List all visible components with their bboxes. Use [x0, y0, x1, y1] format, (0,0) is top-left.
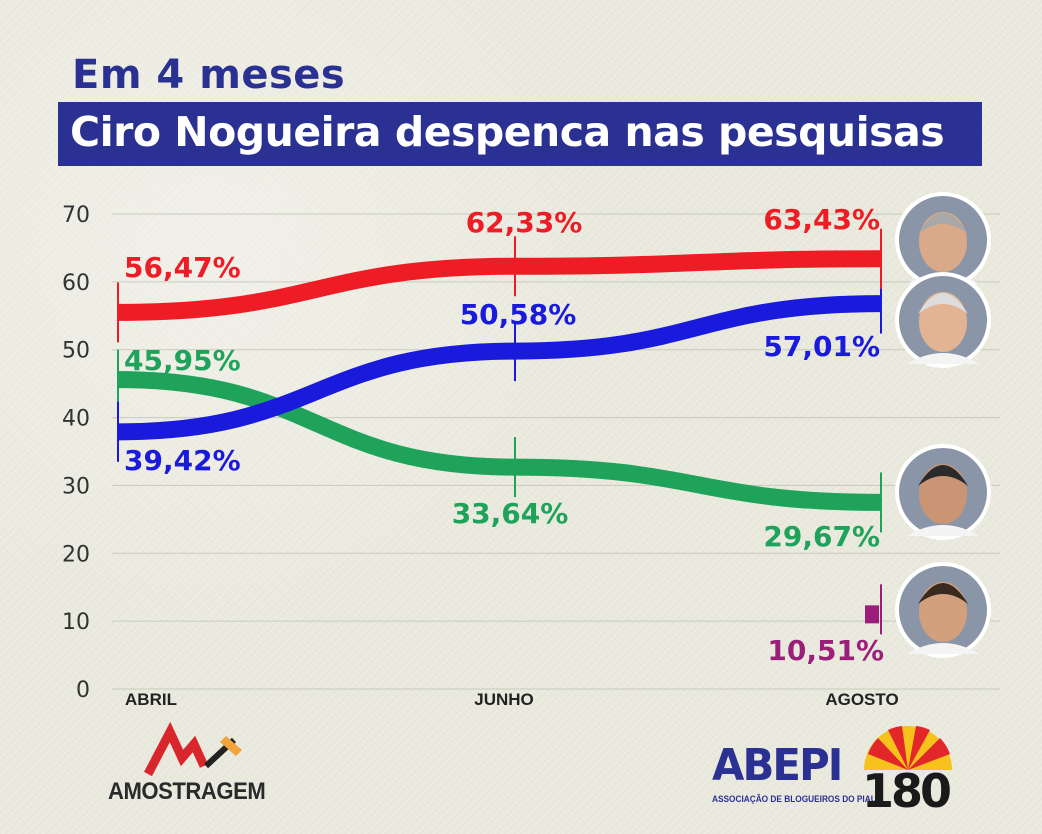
amostragem-logo: AMOSTRAGEM [108, 721, 298, 812]
series-line-green [117, 371, 882, 511]
chart-title: Ciro Nogueira despenca nas pesquisas [70, 108, 945, 156]
data-label-purple: 10,51% [767, 634, 884, 667]
y-tick-label: 0 [76, 678, 90, 703]
abepi-subtitle: ASSOCIAÇÃO DE BLOGUEIROS DO PIAUÍ [712, 794, 880, 804]
title-bar: Ciro Nogueira despenca nas pesquisas [58, 102, 982, 166]
data-label-red: 62,33% [466, 206, 583, 239]
y-tick-label: 60 [62, 271, 90, 296]
data-label-blue: 57,01% [763, 330, 880, 363]
y-tick-label: 50 [62, 339, 90, 364]
abepi-logo: ABEPI ASSOCIAÇÃO DE BLOGUEIROS DO PIAUÍ [710, 738, 879, 810]
x-tick-label: AGOSTO [825, 690, 898, 709]
y-tick-label: 20 [62, 542, 90, 567]
data-label-green: 33,64% [452, 497, 569, 530]
x-tick-label: JUNHO [474, 690, 534, 709]
data-label-blue: 39,42% [124, 444, 241, 477]
logo-180: 180 [858, 716, 958, 818]
data-label-blue: 50,58% [460, 298, 577, 331]
data-label-green: 45,95% [124, 344, 241, 377]
supertitle: Em 4 meses [72, 52, 346, 98]
candidate-photo-green [895, 444, 991, 540]
series-point-purple [865, 605, 879, 624]
data-label-red: 63,43% [763, 203, 880, 236]
data-label-red: 56,47% [124, 251, 241, 284]
data-label-green: 29,67% [763, 520, 880, 553]
sunburst-icon [864, 726, 952, 770]
x-tick-label: ABRIL [125, 690, 177, 709]
candidate-photo-purple [895, 562, 991, 658]
logo-180-text: 180 [862, 764, 952, 818]
y-tick-label: 30 [62, 474, 90, 499]
y-tick-label: 10 [62, 610, 90, 635]
amostragem-mark-icon [144, 721, 242, 777]
y-tick-label: 40 [62, 407, 90, 432]
candidate-photo-blue [895, 272, 991, 368]
candidate-photo-red [895, 192, 991, 288]
abepi-text: ABEPI [712, 740, 843, 791]
y-tick-label: 70 [62, 203, 90, 228]
amostragem-text: AMOSTRAGEM [108, 778, 266, 805]
